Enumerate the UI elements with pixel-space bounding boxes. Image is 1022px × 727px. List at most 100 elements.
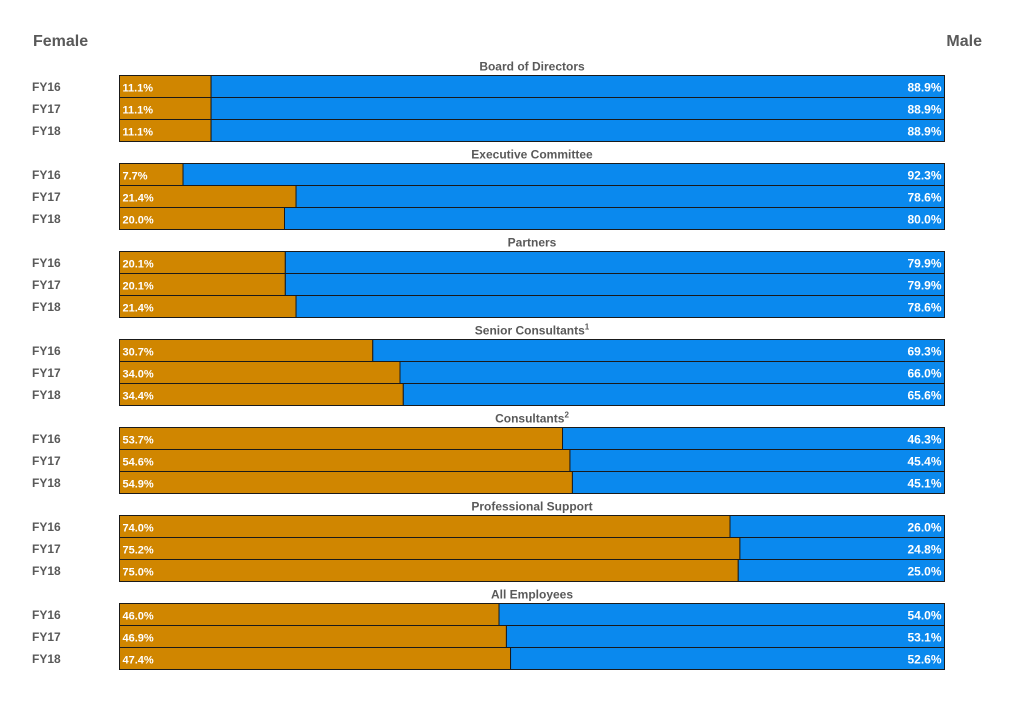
year-label: FY17 xyxy=(32,190,61,204)
data-label-female: 20.1% xyxy=(123,259,154,271)
data-label-female: 34.4% xyxy=(123,391,154,403)
year-label: FY16 xyxy=(32,344,61,358)
year-label: FY17 xyxy=(32,542,61,556)
bar-male-all-employees-fy18 xyxy=(510,647,945,670)
year-label: FY18 xyxy=(32,476,61,490)
group-title-partners: Partners xyxy=(508,236,557,250)
data-label-male: 78.6% xyxy=(907,301,941,315)
bar-female-professional-support-fy18 xyxy=(119,559,739,582)
year-label: FY18 xyxy=(32,388,61,402)
data-label-female: 21.4% xyxy=(123,303,154,315)
year-label: FY18 xyxy=(32,300,61,314)
footnote-marker: 1 xyxy=(585,323,590,332)
data-label-male: 45.4% xyxy=(907,455,941,469)
data-label-male: 88.9% xyxy=(907,103,941,117)
bar-female-consultants-fy18 xyxy=(119,471,573,494)
data-label-female: 47.4% xyxy=(123,655,154,667)
data-label-female: 54.6% xyxy=(123,457,154,469)
group-title-consultants: Consultants2 xyxy=(495,411,569,426)
data-label-male: 24.8% xyxy=(907,543,941,557)
female-legend-header: Female xyxy=(33,33,89,50)
year-label: FY16 xyxy=(32,80,61,94)
data-label-male: 79.9% xyxy=(907,279,941,293)
year-label: FY17 xyxy=(32,278,61,292)
data-label-female: 30.7% xyxy=(123,347,154,359)
bar-male-all-employees-fy16 xyxy=(498,603,945,626)
bar-male-board-of-directors-fy17 xyxy=(210,97,945,120)
year-label: FY16 xyxy=(32,520,61,534)
data-label-female: 46.9% xyxy=(123,633,154,645)
data-label-male: 52.6% xyxy=(907,653,941,667)
data-label-female: 54.9% xyxy=(123,479,154,491)
data-label-male: 45.1% xyxy=(907,477,941,491)
bar-female-all-employees-fy18 xyxy=(119,647,512,670)
data-label-female: 20.0% xyxy=(123,215,154,227)
year-label: FY17 xyxy=(32,454,61,468)
bar-female-consultants-fy17 xyxy=(119,449,571,472)
bar-male-consultants-fy17 xyxy=(569,449,945,472)
data-label-female: 75.2% xyxy=(123,545,154,557)
data-label-female: 20.1% xyxy=(123,281,154,293)
year-label: FY18 xyxy=(32,124,61,138)
bar-female-senior-consultants-fy16 xyxy=(119,339,374,362)
bar-male-executive-committee-fy18 xyxy=(284,207,945,230)
bar-female-all-employees-fy16 xyxy=(119,603,500,626)
data-label-female: 21.4% xyxy=(123,193,154,205)
data-label-male: 26.0% xyxy=(907,521,941,535)
group-title-board-of-directors: Board of Directors xyxy=(479,60,585,74)
data-label-male: 54.0% xyxy=(907,609,941,623)
bar-female-senior-consultants-fy17 xyxy=(119,361,401,384)
data-label-female: 7.7% xyxy=(123,171,148,183)
bar-male-partners-fy17 xyxy=(284,273,945,296)
bar-male-consultants-fy16 xyxy=(562,427,946,450)
year-label: FY18 xyxy=(32,212,61,226)
bar-male-consultants-fy18 xyxy=(571,471,945,494)
data-label-male: 53.1% xyxy=(907,631,941,645)
data-label-female: 46.0% xyxy=(123,611,154,623)
data-label-male: 69.3% xyxy=(907,345,941,359)
data-label-female: 11.1% xyxy=(123,105,154,117)
year-label: FY16 xyxy=(32,168,61,182)
bar-male-partners-fy18 xyxy=(295,295,945,318)
bar-female-all-employees-fy17 xyxy=(119,625,507,648)
bar-male-executive-committee-fy17 xyxy=(295,185,945,208)
data-label-male: 88.9% xyxy=(907,125,941,139)
bar-male-professional-support-fy18 xyxy=(737,559,945,582)
data-label-male: 88.9% xyxy=(907,81,941,95)
group-title-all-employees: All Employees xyxy=(491,588,573,602)
year-label: FY16 xyxy=(32,608,61,622)
male-legend-header: Male xyxy=(946,33,982,50)
group-title-executive-committee: Executive Committee xyxy=(471,148,593,162)
bar-female-professional-support-fy16 xyxy=(119,515,731,538)
data-label-male: 79.9% xyxy=(907,257,941,271)
data-label-female: 75.0% xyxy=(123,567,154,579)
data-label-male: 25.0% xyxy=(907,565,941,579)
bar-male-senior-consultants-fy18 xyxy=(402,383,945,406)
bar-female-professional-support-fy17 xyxy=(119,537,741,560)
data-label-female: 53.7% xyxy=(123,435,154,447)
bar-male-all-employees-fy17 xyxy=(505,625,945,648)
data-label-female: 11.1% xyxy=(123,127,154,139)
bar-male-board-of-directors-fy16 xyxy=(210,75,945,98)
data-label-female: 34.0% xyxy=(123,369,154,381)
bar-male-partners-fy16 xyxy=(284,251,945,274)
bar-male-executive-committee-fy16 xyxy=(182,163,945,186)
bar-male-senior-consultants-fy16 xyxy=(372,339,945,362)
bar-female-consultants-fy16 xyxy=(119,427,564,450)
year-label: FY17 xyxy=(32,366,61,380)
data-label-male: 80.0% xyxy=(907,213,941,227)
year-label: FY17 xyxy=(32,102,61,116)
data-label-female: 11.1% xyxy=(123,83,154,95)
year-label: FY18 xyxy=(32,652,61,666)
bar-female-senior-consultants-fy18 xyxy=(119,383,404,406)
data-label-female: 74.0% xyxy=(123,523,154,535)
year-label: FY16 xyxy=(32,432,61,446)
group-title-professional-support: Professional Support xyxy=(471,500,592,514)
year-label: FY17 xyxy=(32,630,61,644)
data-label-male: 46.3% xyxy=(907,433,941,447)
data-label-male: 78.6% xyxy=(907,191,941,205)
bar-male-senior-consultants-fy17 xyxy=(399,361,945,384)
group-title-senior-consultants: Senior Consultants1 xyxy=(475,323,590,338)
data-label-male: 65.6% xyxy=(907,389,941,403)
